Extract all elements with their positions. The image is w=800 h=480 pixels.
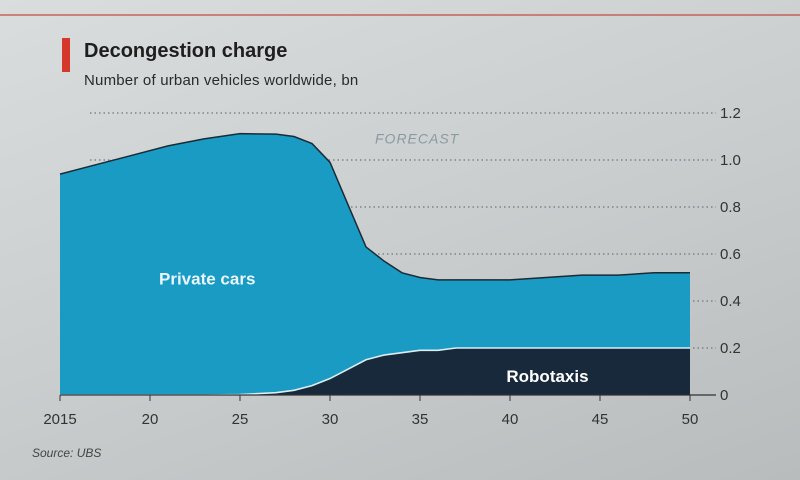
y-tick-label: 1.0 [720,152,741,169]
x-tick-label: 50 [682,411,699,428]
series-label-private-cars: Private cars [159,270,255,289]
x-tick-label: 35 [412,411,429,428]
x-tick-label: 40 [502,411,519,428]
x-tick-label: 45 [592,411,609,428]
y-tick-label: 0.4 [720,293,741,310]
series-line-total [59,132,690,281]
y-tick-label: 0.2 [720,340,741,357]
x-tick-label: 2015 [43,411,76,428]
chart-subtitle: Number of urban vehicles worldwide, bn [84,72,359,89]
source-note: Source: UBS [32,446,102,460]
title-accent-bar [62,38,70,72]
series-label-robotaxis: Robotaxis [506,367,588,386]
series-area-private-cars [60,133,690,395]
page-top-rule [0,0,800,16]
series-area-robotaxis [60,348,690,395]
chart-title: Decongestion charge [84,40,288,62]
x-tick-label: 30 [322,411,339,428]
x-tick-label: 20 [142,411,159,428]
y-tick-label: 1.2 [720,105,741,122]
y-tick-label: 0 [720,387,728,404]
x-tick-label: 25 [232,411,249,428]
forecast-annotation: FORECAST [375,131,460,147]
y-tick-label: 0.8 [720,199,741,216]
y-tick-label: 0.6 [720,246,741,263]
